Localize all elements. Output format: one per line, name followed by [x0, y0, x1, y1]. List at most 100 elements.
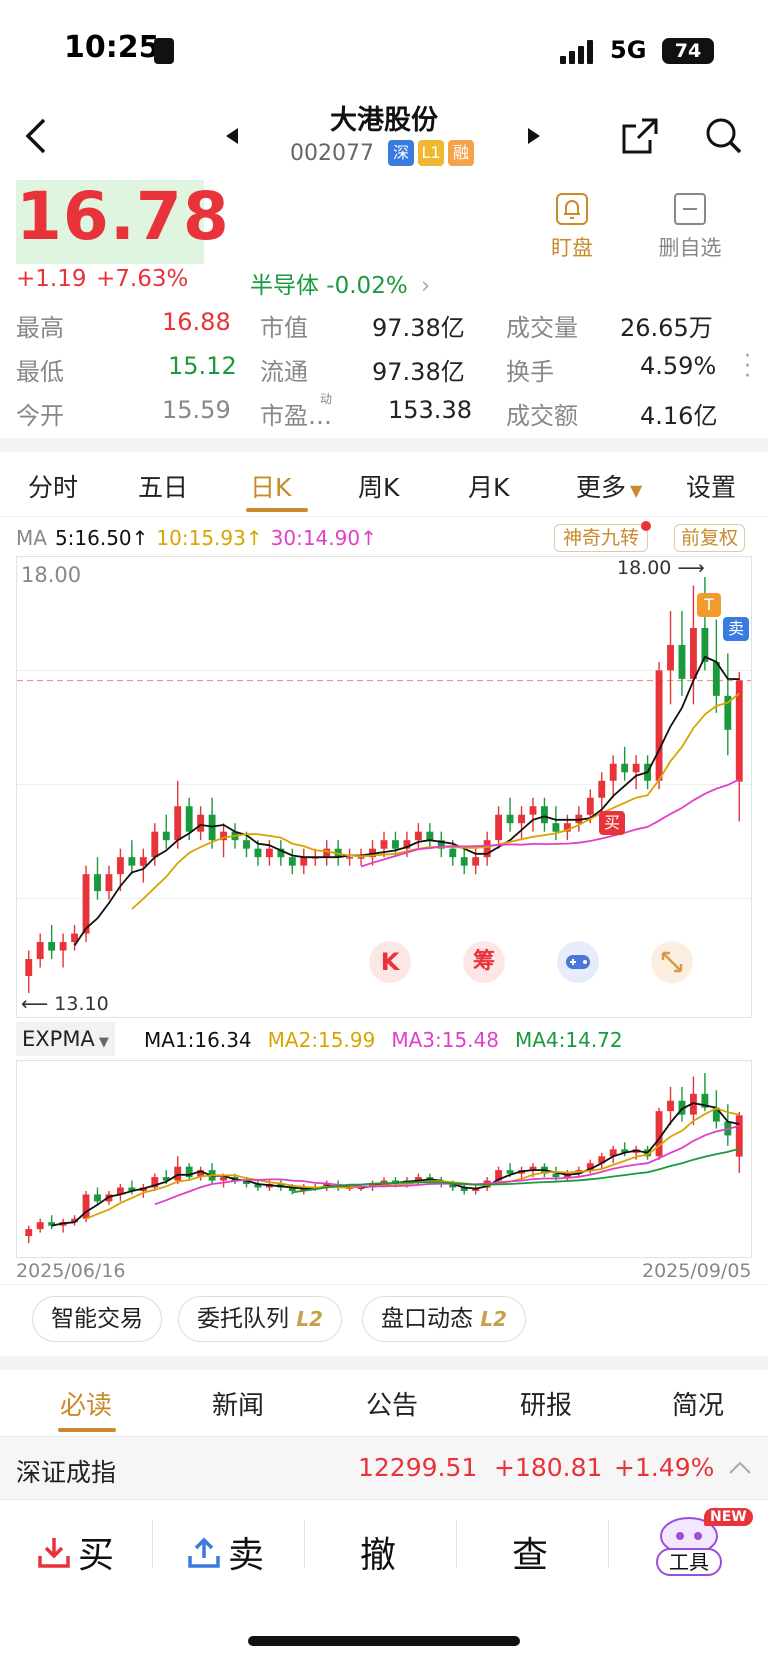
high-label: 最高 [16, 314, 64, 342]
battery-icon: 74 [662, 38, 714, 64]
smart-trade-button[interactable]: 智能交易 [32, 1296, 162, 1342]
index-change: +180.81 [494, 1453, 603, 1482]
tab-five-day[interactable]: 五日 [138, 473, 189, 502]
ma-line-30 [360, 778, 740, 868]
tab-news[interactable]: 新闻 [212, 1391, 265, 1421]
home-indicator [248, 1636, 520, 1646]
ma-line-10 [131, 692, 740, 910]
query-button[interactable]: 查 [512, 1535, 549, 1576]
candle-body [495, 814, 503, 841]
candle-body [128, 1187, 136, 1191]
level-tag: L1 [417, 140, 444, 166]
tab-daily-k[interactable]: 日K [250, 473, 292, 502]
candle-body [174, 1166, 182, 1181]
tab-research[interactable]: 研报 [520, 1391, 573, 1421]
current-price: 16.78 [16, 178, 230, 255]
sell-signal: 卖 [723, 617, 749, 641]
section-divider [0, 1356, 768, 1370]
search-icon[interactable] [704, 116, 744, 160]
vol-value: 26.65万 [620, 314, 713, 342]
divider [0, 1284, 768, 1285]
ma-label: MA [16, 526, 47, 550]
candle-body [139, 857, 147, 866]
sub-chart[interactable] [16, 1060, 752, 1258]
float-label: 流通 [260, 358, 308, 386]
tab-announcements[interactable]: 公告 [366, 1391, 419, 1421]
tools-label: 工具 [656, 1548, 722, 1576]
tab-monthly-k[interactable]: 月K [468, 473, 510, 502]
candle-body [667, 1100, 674, 1112]
status-time: 10:25 [64, 30, 160, 65]
kline-chart[interactable]: 18.00 18.00 ⟶ ⟵ 13.10 T 卖 买 K 筹 [16, 556, 752, 1018]
back-icon[interactable] [22, 116, 52, 156]
candle-body [724, 695, 732, 730]
caret-down-icon: ▼ [630, 481, 643, 500]
nine-turn-button[interactable]: 神奇九转 [554, 521, 652, 552]
stock-code: 002077 [290, 140, 374, 166]
ma3-value: MA3:15.48 [391, 1028, 499, 1052]
tab-more[interactable]: 更多 ▼ [576, 468, 642, 504]
tools-button[interactable]: 工具 NEW [646, 1508, 753, 1580]
buy-label: 买 [78, 1535, 115, 1576]
sell-label: 卖 [228, 1535, 265, 1576]
candle-body [655, 670, 663, 781]
candle-body [94, 1194, 101, 1202]
remove-watchlist-button[interactable]: 删自选 [654, 192, 726, 262]
watch-button[interactable]: 盯盘 [546, 192, 598, 262]
t-signal: T [697, 593, 721, 617]
candle-body [288, 1187, 296, 1191]
candle-body [59, 942, 67, 951]
section-divider [0, 438, 768, 452]
prev-stock-icon[interactable] [224, 126, 240, 150]
tab-settings[interactable]: 设置 [686, 473, 737, 502]
active-tab-underline [246, 508, 308, 512]
candle-body [265, 848, 273, 858]
ma5-value: 5:16.50↑ [54, 526, 149, 550]
candle-body [357, 857, 365, 859]
chip-icon[interactable]: 筹 [463, 941, 505, 983]
candle-body [185, 1166, 193, 1178]
k-icon[interactable]: K [369, 941, 411, 983]
bell-icon [556, 193, 588, 225]
index-name: 深证成指 [16, 1458, 117, 1487]
orderbook-dynamic-button[interactable]: 盘口动态 L2 [362, 1296, 526, 1342]
candle-body [71, 933, 79, 943]
ma1-value: MA1:16.34 [144, 1028, 252, 1052]
index-bar[interactable]: 深证成指 12299.51 +180.81 +1.49% [0, 1436, 768, 1500]
cancel-button[interactable]: 撤 [360, 1535, 397, 1576]
expand-icon[interactable] [651, 941, 693, 983]
tab-weekly-k[interactable]: 周K [358, 473, 400, 502]
candle-body [518, 814, 525, 824]
expma-selector[interactable]: EXPMA ▼ [16, 1022, 115, 1056]
vol-label: 成交量 [506, 314, 578, 342]
gamepad-icon[interactable] [557, 941, 599, 983]
tab-more-label: 更多 [576, 473, 627, 502]
adjust-button[interactable]: 前复权 [674, 524, 746, 552]
buy-button[interactable]: 买 [36, 1526, 114, 1578]
candle-body [116, 857, 124, 875]
candle-body [586, 1163, 594, 1171]
candle-body [48, 942, 56, 951]
amount-label: 成交额 [506, 402, 578, 430]
candle-body [243, 840, 250, 849]
sector-link[interactable]: 半导体 -0.02% › [250, 266, 430, 300]
more-dots-icon[interactable]: · · · [744, 344, 751, 389]
tab-must-read[interactable]: 必读 [60, 1391, 113, 1421]
signal-icon [560, 40, 600, 64]
candle-body [162, 831, 170, 841]
next-stock-icon[interactable] [526, 126, 542, 150]
chevron-right-icon: › [421, 273, 431, 299]
candle-body [712, 1107, 720, 1122]
tab-profile[interactable]: 简况 [672, 1391, 725, 1421]
candle-body [128, 857, 136, 866]
candle-body [689, 1093, 697, 1115]
margin-tag: 融 [447, 140, 474, 166]
pe-sup: 动 [320, 392, 333, 406]
candle-body [25, 959, 33, 977]
sell-button[interactable]: 卖 [186, 1526, 264, 1578]
share-icon[interactable] [620, 116, 660, 160]
order-queue-button[interactable]: 委托队列 L2 [178, 1296, 342, 1342]
tab-intraday[interactable]: 分时 [28, 473, 79, 502]
date-start: 2025/06/16 [16, 1260, 126, 1282]
minus-box-icon [674, 193, 706, 225]
